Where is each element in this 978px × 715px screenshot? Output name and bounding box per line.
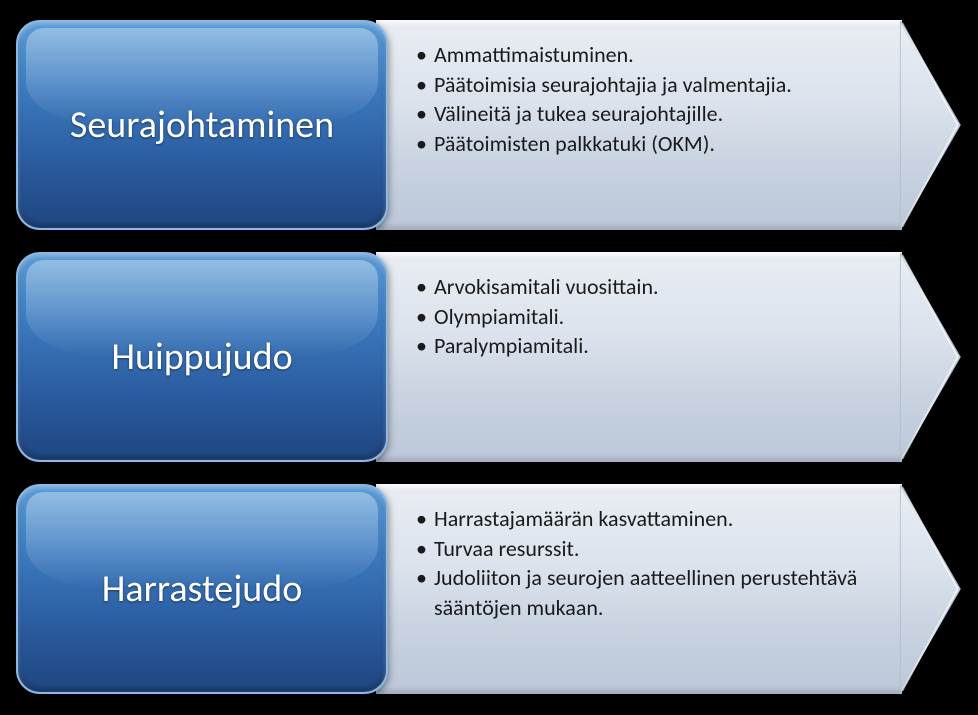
- arrow-head-icon: [902, 484, 962, 694]
- arrow-head-icon: [902, 20, 962, 230]
- arrow-body: Arvokisamitali vuosittain. Olympiamitali…: [376, 252, 902, 462]
- row-label-box: Harrastejudo: [16, 484, 388, 694]
- bullet-item: Olympiamitali.: [416, 302, 659, 332]
- arrow-head-icon: [902, 252, 962, 462]
- row-label: Harrastejudo: [102, 566, 303, 612]
- arrow-body: Harrastajamäärän kasvattaminen. Turvaa r…: [376, 484, 902, 694]
- bullet-item: Turvaa resurssit.: [416, 534, 892, 564]
- bullet-list: Harrastajamäärän kasvattaminen. Turvaa r…: [416, 504, 892, 623]
- bullet-item: Judoliiton ja seurojen aatteellinen peru…: [416, 563, 892, 622]
- bullet-item: Harrastajamäärän kasvattaminen.: [416, 504, 892, 534]
- diagram-row: Huippujudo Arvokisamitali vuosittain. Ol…: [16, 252, 962, 462]
- arrow-body: Ammattimaistuminen. Päätoimisia seurajoh…: [376, 20, 902, 230]
- bullet-list: Ammattimaistuminen. Päätoimisia seurajoh…: [416, 40, 792, 159]
- bullet-item: Päätoimisia seurajohtajia ja valmentajia…: [416, 70, 792, 100]
- bullet-item: Välineitä ja tukea seurajohtajille.: [416, 99, 792, 129]
- bullet-list: Arvokisamitali vuosittain. Olympiamitali…: [416, 272, 659, 361]
- row-label: Seurajohtaminen: [70, 102, 334, 148]
- row-label-box: Seurajohtaminen: [16, 20, 388, 230]
- bullet-item: Paralympiamitali.: [416, 331, 659, 361]
- row-label-box: Huippujudo: [16, 252, 388, 462]
- diagram-row: Harrastejudo Harrastajamäärän kasvattami…: [16, 484, 962, 694]
- row-label: Huippujudo: [111, 334, 292, 380]
- bullet-item: Ammattimaistuminen.: [416, 40, 792, 70]
- bullet-item: Arvokisamitali vuosittain.: [416, 272, 659, 302]
- diagram-row: Seurajohtaminen Ammattimaistuminen. Päät…: [16, 20, 962, 230]
- bullet-item: Päätoimisten palkkatuki (OKM).: [416, 129, 792, 159]
